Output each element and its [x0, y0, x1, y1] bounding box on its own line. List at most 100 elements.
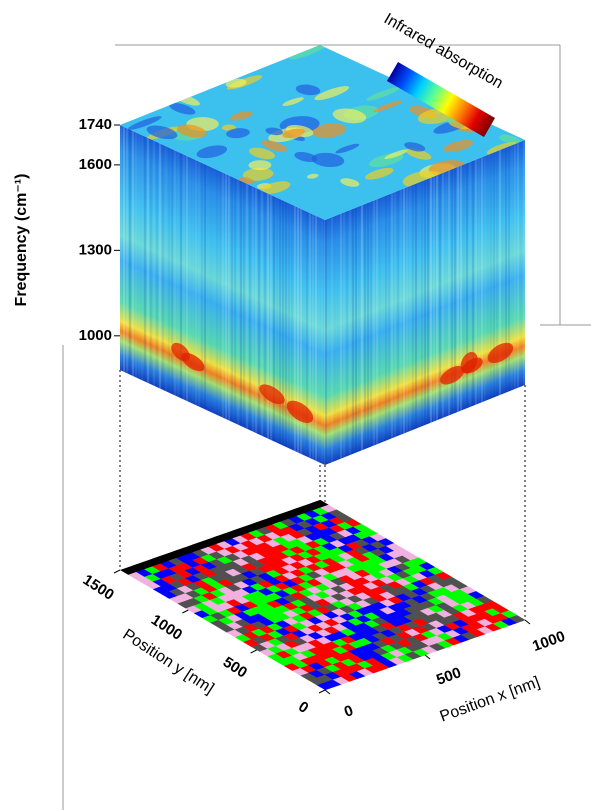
texture	[370, 201, 372, 447]
texture	[150, 139, 152, 385]
texture	[415, 183, 417, 429]
texture	[487, 154, 489, 400]
texture	[132, 131, 134, 377]
texture	[406, 187, 408, 433]
texture	[156, 142, 158, 388]
texture	[355, 207, 357, 453]
texture	[267, 193, 269, 439]
texture	[334, 216, 336, 462]
y-tick	[319, 690, 325, 693]
texture	[222, 172, 224, 418]
x-tick-label: 1000	[530, 628, 567, 655]
texture	[331, 217, 333, 463]
texture	[321, 218, 323, 464]
y-tick-label: 1500	[80, 571, 117, 603]
texture	[270, 195, 272, 441]
x-tick	[325, 690, 330, 694]
texture	[421, 181, 423, 427]
texture	[258, 189, 260, 435]
texture	[282, 200, 284, 446]
chart: Frequency (cm⁻¹) Position y [nm] Positio…	[0, 0, 591, 810]
texture	[204, 164, 206, 410]
texture	[252, 186, 254, 432]
z-tick-label: 1000	[79, 327, 112, 344]
texture	[376, 199, 378, 445]
texture	[135, 132, 137, 378]
texture	[153, 140, 155, 386]
texture	[340, 213, 342, 459]
texture	[361, 205, 363, 451]
texture	[234, 178, 236, 424]
texture	[379, 198, 381, 444]
texture	[511, 145, 513, 391]
z-axis-label: Frequency (cm⁻¹)	[13, 174, 30, 307]
texture	[514, 144, 516, 390]
texture	[228, 175, 230, 421]
texture	[517, 142, 519, 388]
texture	[174, 150, 176, 396]
z-tick-label: 1740	[79, 116, 112, 133]
texture	[481, 157, 483, 403]
y-tick	[182, 610, 188, 613]
z-tick-label: 1600	[79, 156, 112, 173]
texture	[144, 136, 146, 382]
texture	[412, 184, 414, 430]
texture	[418, 182, 420, 428]
texture	[129, 129, 131, 375]
texture	[159, 143, 161, 389]
texture	[201, 163, 203, 409]
texture	[388, 194, 390, 440]
texture	[337, 214, 339, 460]
texture	[346, 211, 348, 457]
texture	[430, 177, 432, 423]
texture	[382, 196, 384, 442]
texture	[325, 219, 327, 465]
cube	[105, 36, 544, 466]
texture	[484, 156, 486, 402]
texture	[439, 174, 441, 420]
texture	[279, 199, 281, 445]
y-tick-label: 1000	[148, 611, 185, 643]
x-tick	[425, 655, 430, 659]
texture	[231, 176, 233, 422]
texture	[349, 210, 351, 456]
texture	[210, 167, 212, 413]
texture	[147, 138, 149, 384]
texture	[243, 182, 245, 428]
texture	[120, 125, 122, 371]
texture	[240, 181, 242, 427]
texture	[352, 208, 354, 454]
texture	[373, 200, 375, 446]
texture	[246, 183, 248, 429]
texture	[177, 151, 179, 397]
texture	[180, 153, 182, 399]
texture	[126, 128, 128, 374]
texture	[216, 169, 218, 415]
texture	[400, 189, 402, 435]
z-tick-label: 1300	[79, 241, 112, 258]
texture	[312, 214, 314, 460]
texture	[397, 190, 399, 436]
texture	[424, 180, 426, 426]
texture	[168, 147, 170, 393]
texture	[249, 185, 251, 431]
texture	[141, 135, 143, 381]
y-tick	[114, 570, 120, 573]
texture	[436, 175, 438, 421]
x-tick-label: 500	[434, 664, 463, 689]
texture	[255, 188, 257, 434]
texture	[171, 149, 173, 395]
texture	[433, 176, 435, 422]
texture	[261, 190, 263, 436]
texture	[523, 140, 525, 386]
x-tick	[525, 620, 530, 624]
texture	[273, 196, 275, 442]
texture	[391, 193, 393, 439]
texture	[138, 133, 140, 379]
texture	[276, 197, 278, 443]
x-tick-label: 0	[342, 702, 356, 721]
texture	[237, 179, 239, 425]
texture	[358, 206, 360, 452]
texture	[219, 171, 221, 417]
y-tick	[251, 650, 257, 653]
